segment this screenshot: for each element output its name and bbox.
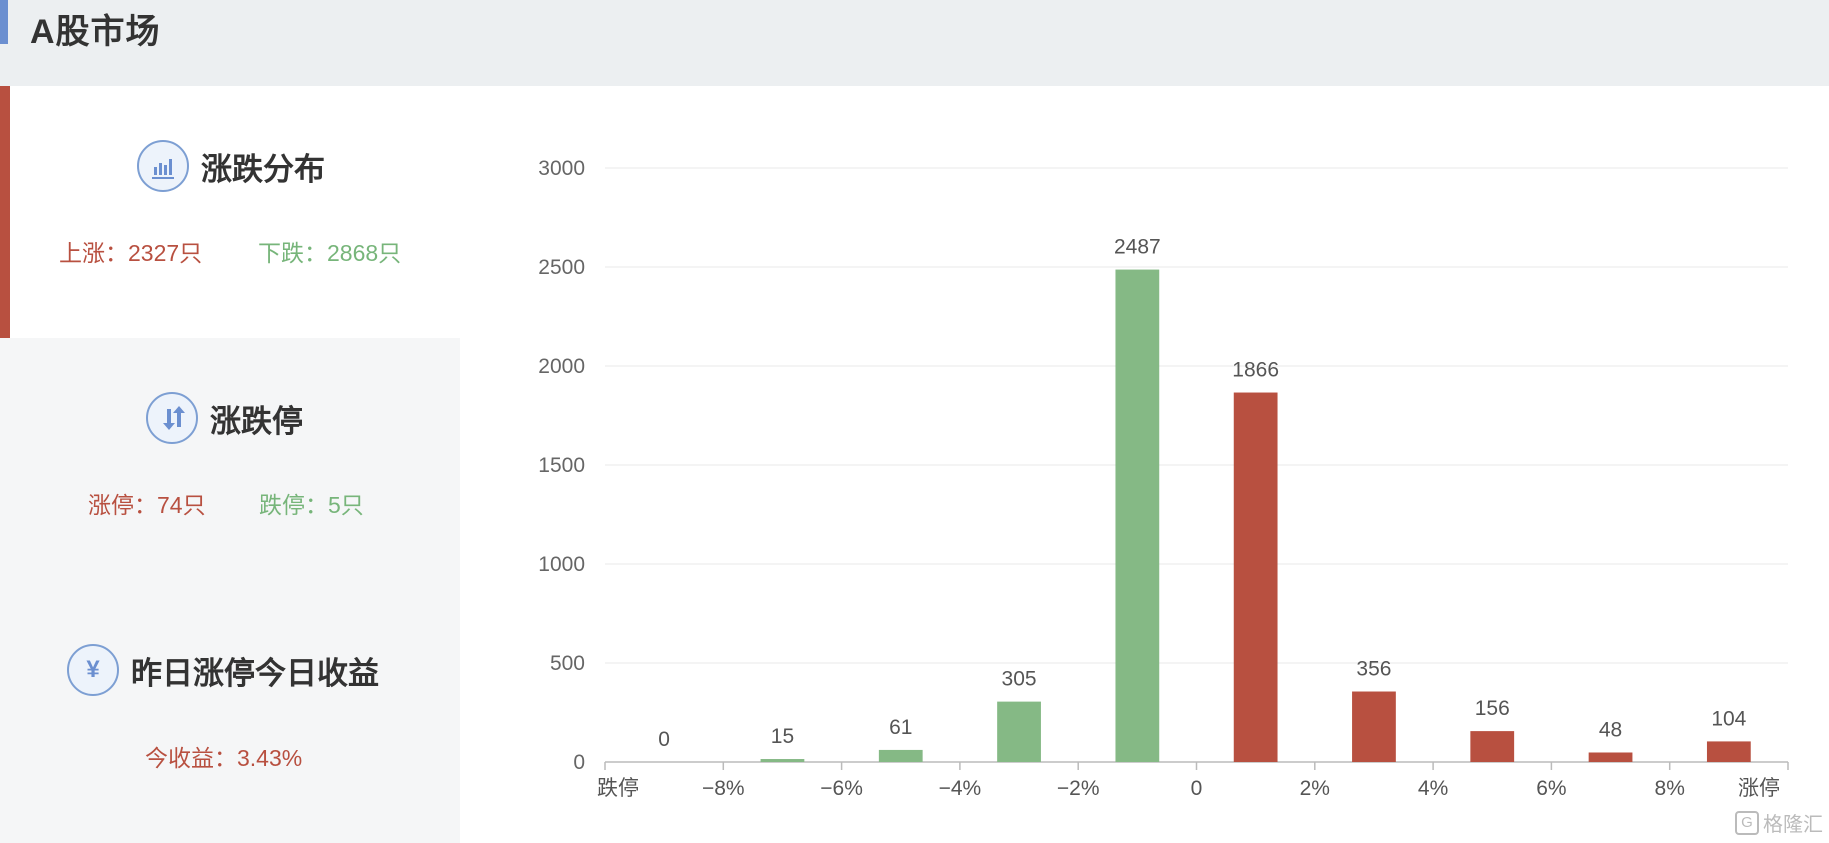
distribution-chart: 0 500 1000 1500 2000 2500 3000 跌停 −8% −6% −4% −2% 0 2… [460,86,1829,843]
limit-down-count: 跌停：5只 [259,492,364,518]
x-tick-label: 6% [1536,777,1566,800]
y-tick-label: 500 [550,652,585,675]
yesterday-title: 昨日涨停今日收益 [131,655,379,691]
y-tick-label: 1000 [538,553,585,576]
y-tick-label: 2500 [538,256,585,279]
distribution-title: 涨跌分布 [201,151,325,187]
page-header: A股市场 [0,0,1829,86]
limits-heading: 涨跌停 [146,392,303,444]
bar-value-label: 104 [1711,707,1746,730]
bar [1588,752,1633,762]
yesterday-income: 今收益：3.43% [145,745,303,771]
bar-value-label: 156 [1475,697,1510,720]
up-down-arrows-icon [146,392,198,444]
page-title: A股市场 [30,13,161,51]
fall-count: 下跌：2868只 [258,240,402,266]
distribution-card [0,86,460,338]
bar [1233,392,1278,762]
watermark: G 格隆汇 [1735,808,1823,837]
x-tick-label: 涨停 [1738,777,1780,800]
bar [1115,269,1160,762]
active-card-indicator [0,86,10,338]
x-tick-label: −8% [702,777,745,800]
x-tick-label: 8% [1655,777,1685,800]
bar-value-label: 48 [1599,718,1622,741]
y-tick-label: 0 [573,751,585,774]
chart-canvas: 0 500 1000 1500 2000 2500 3000 跌停 −8% −6% −4% −2% 0 2… [538,157,1789,800]
x-tick-label: −4% [939,777,982,800]
bar-value-label: 1866 [1232,359,1279,382]
x-tick-label: 4% [1418,777,1448,800]
yen-icon: ¥ [67,644,119,696]
y-tick-label: 1500 [538,454,585,477]
bar [760,759,805,762]
limit-up-count: 涨停：74只 [88,492,206,518]
bar-value-label: 15 [771,725,794,748]
bar-value-label: 305 [1002,668,1037,691]
x-tick-label: −6% [820,777,863,800]
x-tick-label: −2% [1057,777,1100,800]
bar [1470,731,1515,762]
x-tick-label: 0 [1191,777,1203,800]
bar-chart-icon [137,140,189,192]
x-tick-label: 2% [1300,777,1330,800]
bar [997,701,1041,762]
yesterday-heading: ¥ 昨日涨停今日收益 [67,644,379,696]
bar-value-label: 0 [658,728,670,751]
watermark-logo-icon: G [1735,810,1759,835]
y-tick-label: 2000 [538,355,585,378]
limits-title: 涨跌停 [210,403,303,439]
bar [878,749,923,762]
bar [1706,741,1751,762]
bar-value-label: 61 [889,716,912,739]
bar [1352,691,1396,762]
bar-value-label: 2487 [1114,236,1161,259]
bar-value-label: 356 [1356,658,1391,681]
rise-count: 上涨：2327只 [59,240,203,266]
header-accent-bar [0,0,8,44]
x-tick-label: 跌停 [597,777,639,800]
y-tick-label: 3000 [538,157,585,180]
watermark-text: 格隆汇 [1763,814,1823,836]
distribution-heading: 涨跌分布 [137,140,325,192]
